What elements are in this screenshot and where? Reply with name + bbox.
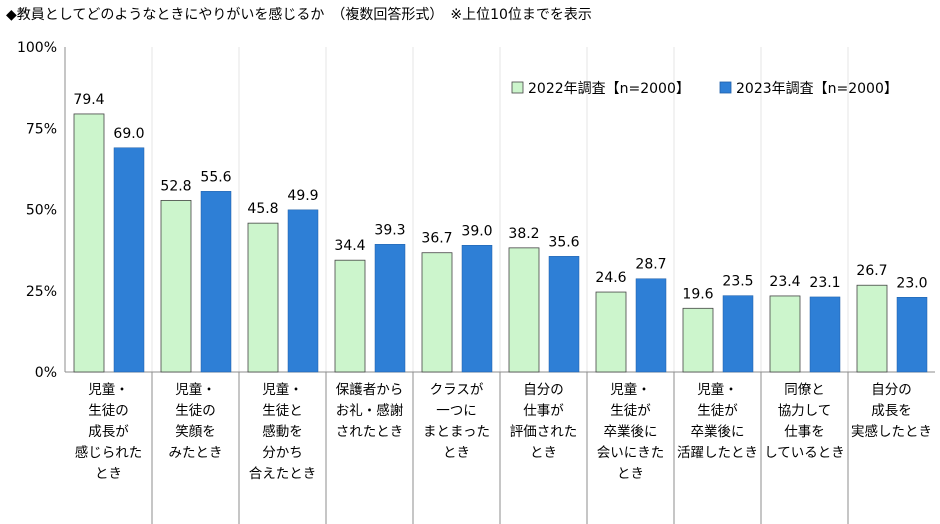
data-label: 23.5: [722, 274, 753, 290]
bar-2022: [508, 247, 540, 373]
legend-label: 2022年調査【n=2000】: [528, 81, 690, 97]
legend-swatch: [511, 81, 524, 94]
data-label: 23.4: [769, 274, 800, 290]
data-label: 28.7: [635, 257, 666, 273]
bar-2022: [595, 291, 627, 373]
x-category-label: 自分の 仕事が 評価された とき: [509, 382, 578, 461]
bar-2023: [809, 296, 841, 373]
legend-swatch: [719, 81, 732, 94]
x-category-label: クラスが 一つに まとまった とき: [423, 382, 490, 461]
bar-2022: [334, 259, 366, 373]
bar-2023: [548, 256, 580, 373]
data-label: 39.3: [374, 222, 405, 238]
x-category-label: 児童・ 生徒の 笑顔を みたとき: [168, 382, 223, 461]
y-tick-label: 50%: [26, 203, 57, 219]
x-category-label: 児童・ 生徒が 卒業後に 活躍したとき: [677, 382, 758, 461]
x-category-label: 児童・ 生徒の 成長が 感じられた とき: [74, 382, 143, 482]
chart-title: ◆教員としてどのようなときにやりがいを感じるか （複数回答形式） ※上位10位ま…: [6, 7, 592, 23]
bar-2023: [635, 278, 667, 373]
x-category-label: 自分の 成長を 実感したとき: [851, 382, 932, 440]
data-label: 19.6: [682, 286, 713, 302]
bar-2023: [287, 209, 319, 373]
bar-2023: [722, 295, 754, 373]
data-label: 36.7: [421, 231, 452, 247]
y-tick-label: 100%: [17, 40, 57, 56]
data-label: 35.6: [548, 234, 579, 250]
data-label: 39.0: [461, 223, 492, 239]
bar-2023: [461, 245, 493, 373]
y-tick-label: 0%: [35, 365, 57, 381]
x-category-label: 児童・ 生徒と 感動を 分かち 合えたとき: [248, 382, 317, 482]
data-label: 69.0: [113, 126, 144, 142]
data-label: 49.9: [287, 188, 318, 204]
data-label: 45.8: [247, 201, 278, 217]
data-label: 24.6: [595, 270, 626, 286]
y-tick-label: 25%: [26, 284, 57, 300]
legend-label: 2023年調査【n=2000】: [736, 81, 898, 97]
bar-2023: [374, 244, 406, 373]
bar-2022: [421, 252, 453, 373]
bar-2023: [200, 191, 232, 373]
y-tick-label: 75%: [26, 121, 57, 137]
data-label: 55.6: [200, 169, 231, 185]
data-label: 52.8: [160, 178, 191, 194]
x-category-label: 保護者から お礼・感謝 されたとき: [335, 382, 404, 440]
bar-2022: [856, 284, 888, 373]
bar-2022: [247, 222, 279, 373]
bar-2023: [896, 297, 928, 373]
bar-2022: [73, 113, 105, 373]
x-category-label: 児童・ 生徒が 卒業後に 会いにきた とき: [596, 382, 665, 482]
data-label: 23.0: [896, 275, 927, 291]
data-label: 79.4: [73, 92, 104, 108]
data-label: 38.2: [508, 226, 539, 242]
data-label: 23.1: [809, 275, 840, 291]
data-label: 26.7: [856, 263, 887, 279]
bar-2022: [769, 295, 801, 373]
x-category-label: 同僚と 協力して 仕事を しているとき: [764, 382, 845, 461]
bar-2022: [160, 199, 192, 373]
data-label: 34.4: [334, 238, 365, 254]
bar-2022: [682, 307, 714, 373]
bar-2023: [113, 147, 145, 373]
